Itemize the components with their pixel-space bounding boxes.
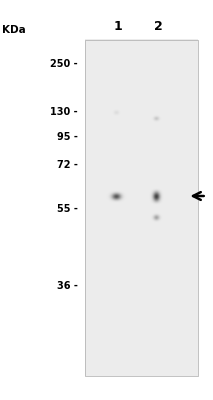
Text: 1: 1 (114, 20, 123, 32)
Bar (85, 40, 198, 376)
Text: 250 -: 250 - (50, 59, 78, 69)
Text: 2: 2 (154, 20, 163, 32)
Text: 36 -: 36 - (57, 281, 78, 291)
Text: 72 -: 72 - (57, 160, 78, 170)
Text: 55 -: 55 - (57, 204, 78, 214)
Text: 95 -: 95 - (57, 132, 78, 142)
Text: KDa: KDa (2, 25, 26, 35)
Text: 130 -: 130 - (50, 107, 78, 117)
